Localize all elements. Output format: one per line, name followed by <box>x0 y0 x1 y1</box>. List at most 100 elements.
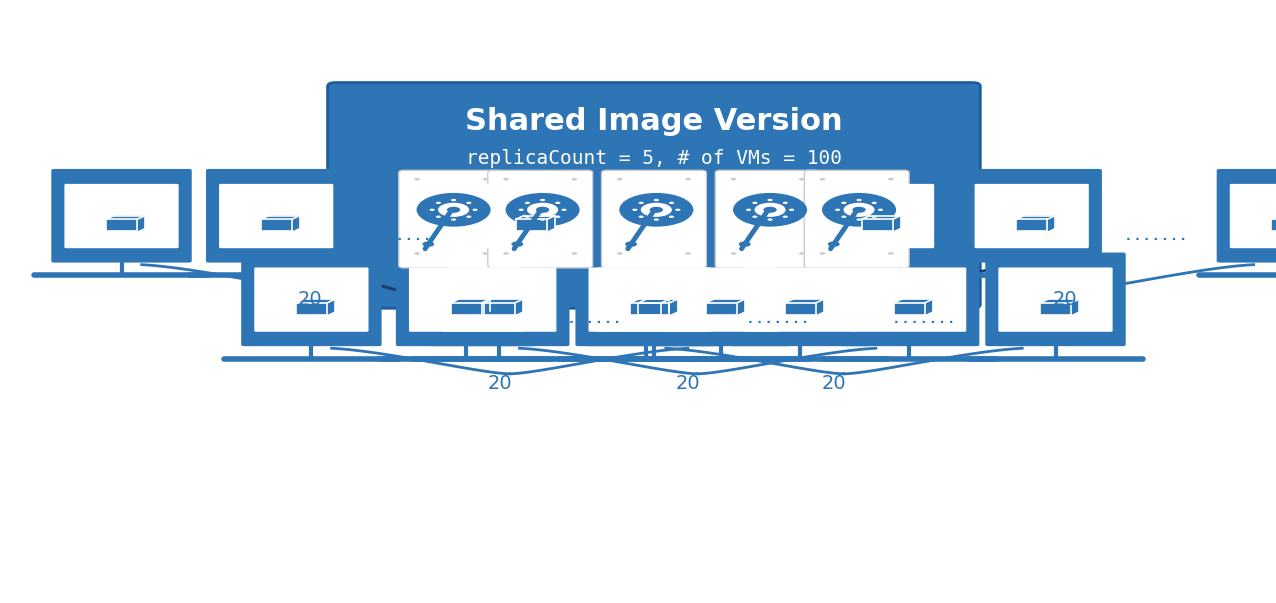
FancyBboxPatch shape <box>1040 303 1071 315</box>
FancyBboxPatch shape <box>219 184 333 248</box>
Ellipse shape <box>641 203 672 217</box>
Ellipse shape <box>753 215 758 218</box>
Ellipse shape <box>653 199 658 201</box>
Text: · · · · · · ·: · · · · · · · <box>894 317 953 329</box>
FancyBboxPatch shape <box>408 268 523 332</box>
Ellipse shape <box>888 178 893 180</box>
FancyBboxPatch shape <box>630 303 661 315</box>
Ellipse shape <box>472 209 477 211</box>
FancyBboxPatch shape <box>106 219 137 232</box>
Polygon shape <box>630 299 670 303</box>
Ellipse shape <box>430 209 435 211</box>
Ellipse shape <box>763 207 777 213</box>
Ellipse shape <box>524 215 530 218</box>
Polygon shape <box>327 299 336 315</box>
Ellipse shape <box>482 178 489 180</box>
FancyBboxPatch shape <box>399 170 504 268</box>
Ellipse shape <box>466 215 471 218</box>
FancyBboxPatch shape <box>638 303 670 315</box>
Polygon shape <box>296 299 336 303</box>
Ellipse shape <box>753 201 758 204</box>
FancyBboxPatch shape <box>296 303 327 315</box>
FancyBboxPatch shape <box>260 219 292 232</box>
FancyBboxPatch shape <box>852 268 966 332</box>
Ellipse shape <box>685 178 692 180</box>
FancyBboxPatch shape <box>575 253 716 346</box>
Ellipse shape <box>632 209 638 211</box>
Ellipse shape <box>649 207 664 213</box>
FancyBboxPatch shape <box>443 268 556 332</box>
Ellipse shape <box>754 203 786 217</box>
Ellipse shape <box>675 209 680 211</box>
Ellipse shape <box>782 215 787 218</box>
Ellipse shape <box>819 178 826 180</box>
Ellipse shape <box>536 207 549 213</box>
Ellipse shape <box>799 178 805 180</box>
Ellipse shape <box>872 201 877 204</box>
Ellipse shape <box>616 252 623 255</box>
Ellipse shape <box>732 193 808 227</box>
Ellipse shape <box>843 203 874 217</box>
Text: · · · · · · ·: · · · · · · · <box>1125 233 1185 246</box>
Ellipse shape <box>841 215 846 218</box>
Polygon shape <box>1040 299 1079 303</box>
Ellipse shape <box>835 209 840 211</box>
Ellipse shape <box>438 203 470 217</box>
FancyBboxPatch shape <box>785 303 815 315</box>
FancyBboxPatch shape <box>254 268 369 332</box>
Ellipse shape <box>482 252 489 255</box>
FancyBboxPatch shape <box>487 170 592 268</box>
Ellipse shape <box>436 201 441 204</box>
Ellipse shape <box>822 193 896 227</box>
Ellipse shape <box>841 201 846 204</box>
FancyBboxPatch shape <box>962 169 1102 262</box>
FancyBboxPatch shape <box>450 303 481 315</box>
FancyBboxPatch shape <box>51 169 191 262</box>
Polygon shape <box>661 299 670 315</box>
Text: · · · · · · ·: · · · · · · · <box>748 317 808 329</box>
FancyBboxPatch shape <box>484 303 514 315</box>
Polygon shape <box>785 299 824 303</box>
Ellipse shape <box>540 199 545 201</box>
Ellipse shape <box>852 207 865 213</box>
Ellipse shape <box>731 252 736 255</box>
Ellipse shape <box>856 218 861 221</box>
Ellipse shape <box>625 241 637 247</box>
Ellipse shape <box>878 209 883 211</box>
FancyBboxPatch shape <box>241 253 382 346</box>
Polygon shape <box>292 215 300 232</box>
Polygon shape <box>638 299 678 303</box>
Ellipse shape <box>450 199 457 201</box>
Polygon shape <box>670 299 678 315</box>
Text: · · · · · · ·: · · · · · · · <box>560 317 620 329</box>
Ellipse shape <box>888 252 893 255</box>
FancyBboxPatch shape <box>328 83 980 308</box>
FancyBboxPatch shape <box>820 184 934 248</box>
FancyBboxPatch shape <box>1217 169 1276 262</box>
Polygon shape <box>1016 215 1055 219</box>
FancyBboxPatch shape <box>804 170 909 268</box>
FancyBboxPatch shape <box>205 169 346 262</box>
FancyBboxPatch shape <box>838 253 980 346</box>
Ellipse shape <box>685 252 692 255</box>
FancyBboxPatch shape <box>893 303 925 315</box>
Ellipse shape <box>555 201 560 204</box>
FancyBboxPatch shape <box>730 253 870 346</box>
FancyBboxPatch shape <box>583 253 725 346</box>
Ellipse shape <box>540 218 545 221</box>
FancyBboxPatch shape <box>861 219 893 232</box>
FancyBboxPatch shape <box>396 253 536 346</box>
FancyBboxPatch shape <box>975 184 1088 248</box>
Polygon shape <box>1048 215 1055 232</box>
Ellipse shape <box>518 209 523 211</box>
Ellipse shape <box>422 241 434 247</box>
Ellipse shape <box>731 178 736 180</box>
FancyBboxPatch shape <box>706 303 736 315</box>
Text: 20: 20 <box>487 374 512 393</box>
Text: 20: 20 <box>675 374 699 393</box>
Polygon shape <box>547 215 555 232</box>
Ellipse shape <box>466 201 471 204</box>
Ellipse shape <box>572 178 577 180</box>
Ellipse shape <box>619 193 693 227</box>
Ellipse shape <box>616 178 623 180</box>
